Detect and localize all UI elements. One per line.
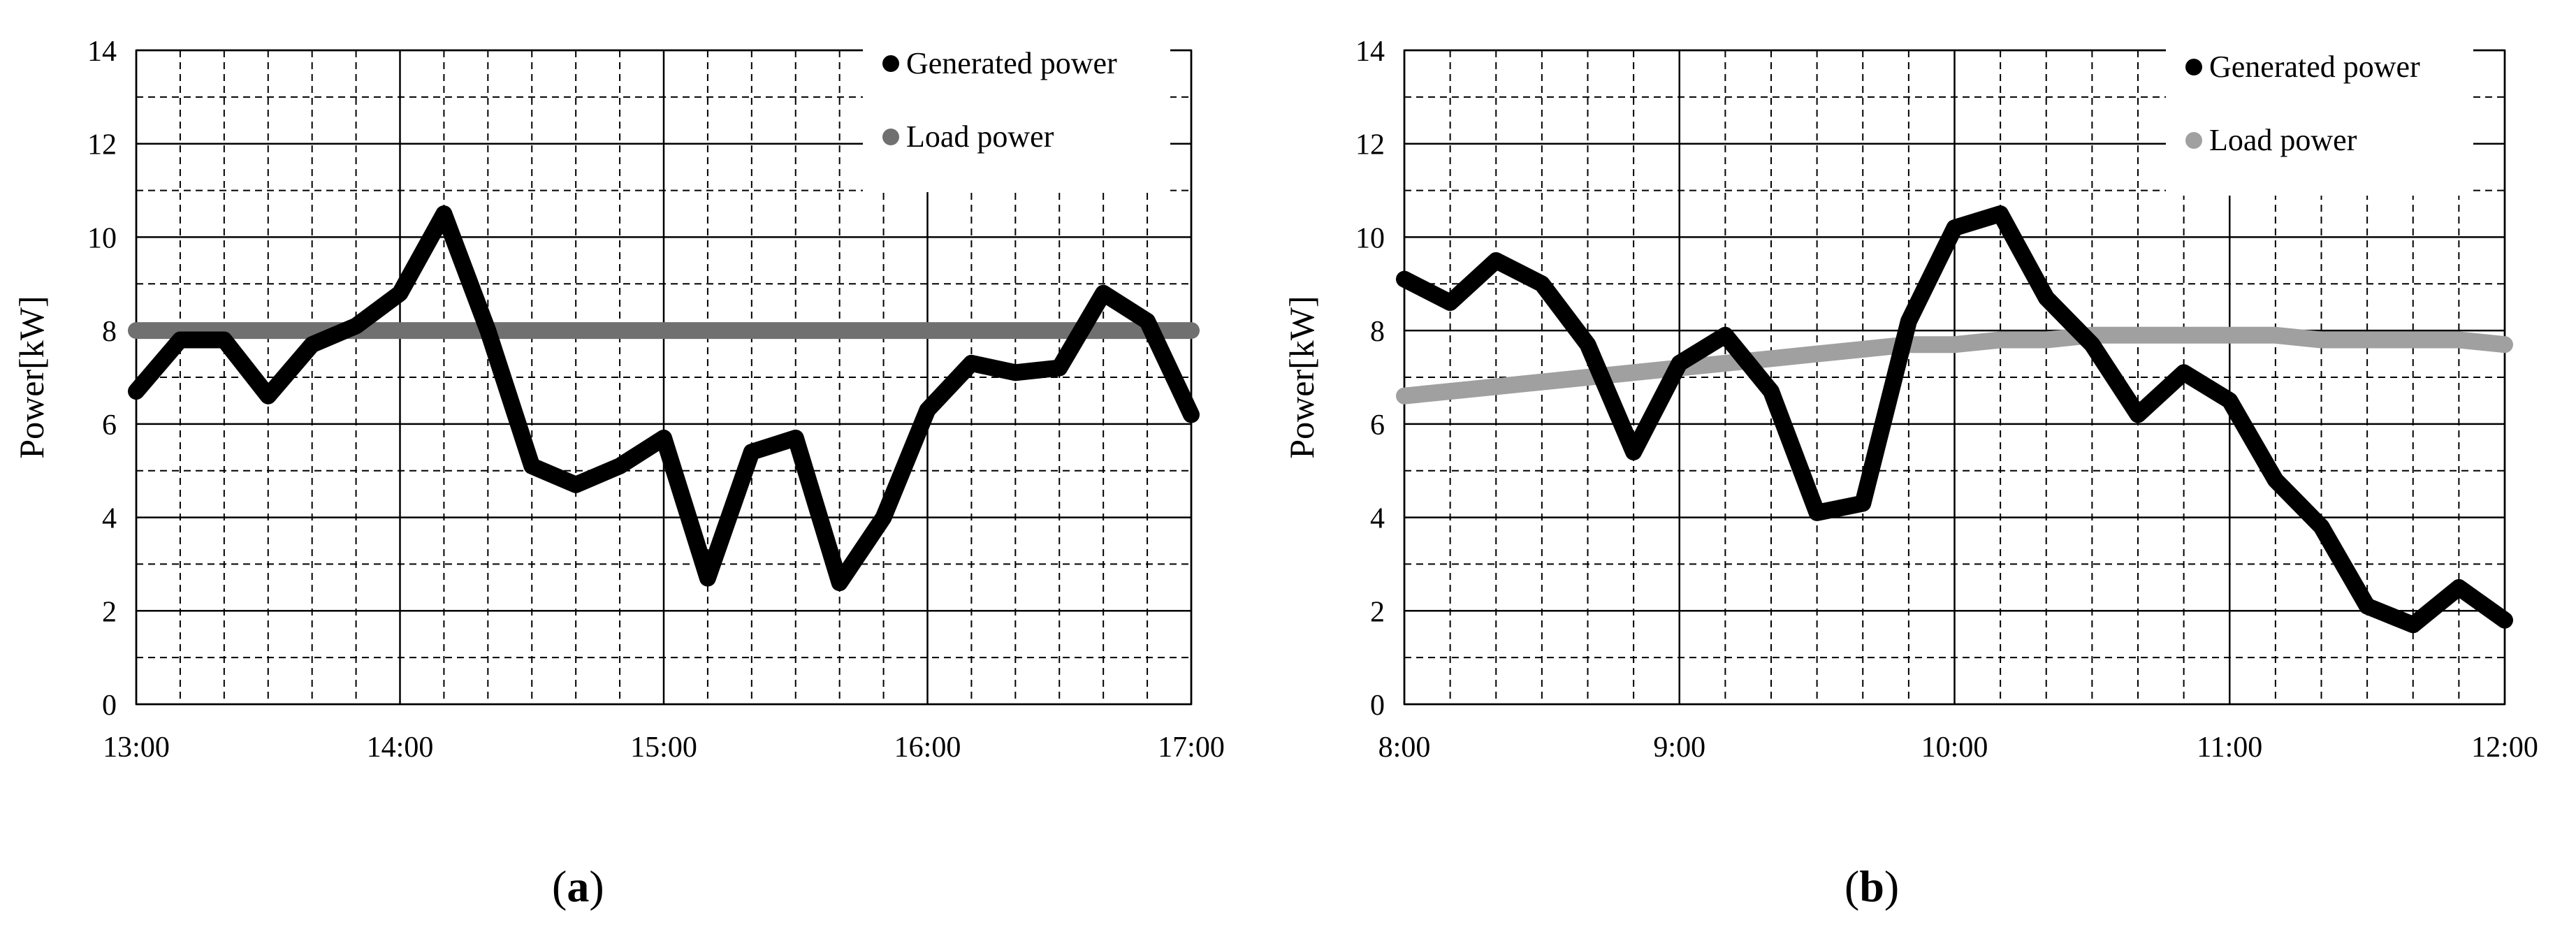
x-tick-label: 17:00 [1158, 731, 1225, 764]
legend-marker [882, 129, 899, 145]
caption-panel-b: (b) [1844, 861, 1900, 911]
load-power-line [1396, 326, 2513, 405]
y-axis-label: Power[kW] [12, 296, 51, 458]
legend-marker [2185, 132, 2202, 149]
y-tick-label: 6 [1370, 409, 1385, 442]
chart-panel-b: 0 2 4 6 8 10 12 14 8:00 9:00 10:00 11:00 12:00 Power[… [1282, 36, 2538, 764]
plot-border [1403, 49, 2506, 706]
caption-panel-a: (a) [552, 861, 604, 911]
legend-box [2166, 42, 2473, 196]
legend-marker [2185, 59, 2202, 75]
x-tick-label: 13:00 [103, 731, 170, 764]
y-axis-label: Power[kW] [1282, 296, 1321, 458]
y-tick-label: 2 [1370, 596, 1385, 628]
y-tick-label: 4 [1370, 503, 1385, 535]
y-tick-label: 4 [102, 503, 117, 535]
x-tick-label: 11:00 [2197, 731, 2262, 764]
x-tick-label: 15:00 [630, 731, 697, 764]
y-tick-label: 12 [1355, 129, 1385, 161]
x-tick-label: 9:00 [1653, 731, 1705, 764]
y-tick-label: 14 [87, 36, 117, 68]
caption-panel-b-letter: b [1859, 861, 1884, 911]
chart-panel-a: 0 2 4 6 8 10 12 14 13:00 14:00 15:00 16:00 17:00 Powe… [12, 36, 1225, 764]
generated-power-line [1396, 205, 2513, 634]
y-tick-label: 6 [102, 409, 117, 442]
legend-label: Generated power [2209, 50, 2420, 84]
legend-box [863, 38, 1170, 192]
y-tick-label: 2 [102, 596, 117, 628]
x-tick-label: 16:00 [894, 731, 961, 764]
generated-power-line [128, 205, 1200, 592]
y-tick-label: 0 [102, 690, 117, 722]
legend-label: Load power [2209, 123, 2357, 157]
y-tick-label: 14 [1355, 36, 1385, 68]
x-tick-label: 10:00 [1921, 731, 1988, 764]
legend-label: Load power [906, 119, 1054, 154]
y-tick-label: 0 [1370, 690, 1385, 722]
plot-border [135, 49, 1193, 706]
y-tick-label: 8 [102, 316, 117, 348]
legend-label: Generated power [906, 46, 1117, 80]
x-tick-label: 14:00 [367, 731, 434, 764]
y-tick-label: 8 [1370, 316, 1385, 348]
y-tick-label: 12 [87, 129, 117, 161]
x-tick-label: 12:00 [2471, 731, 2538, 764]
caption-panel-a-letter: a [567, 861, 590, 911]
legend-marker [882, 55, 899, 72]
y-tick-label: 10 [1355, 222, 1385, 254]
y-tick-label: 10 [87, 222, 117, 254]
x-tick-label: 8:00 [1378, 731, 1431, 764]
